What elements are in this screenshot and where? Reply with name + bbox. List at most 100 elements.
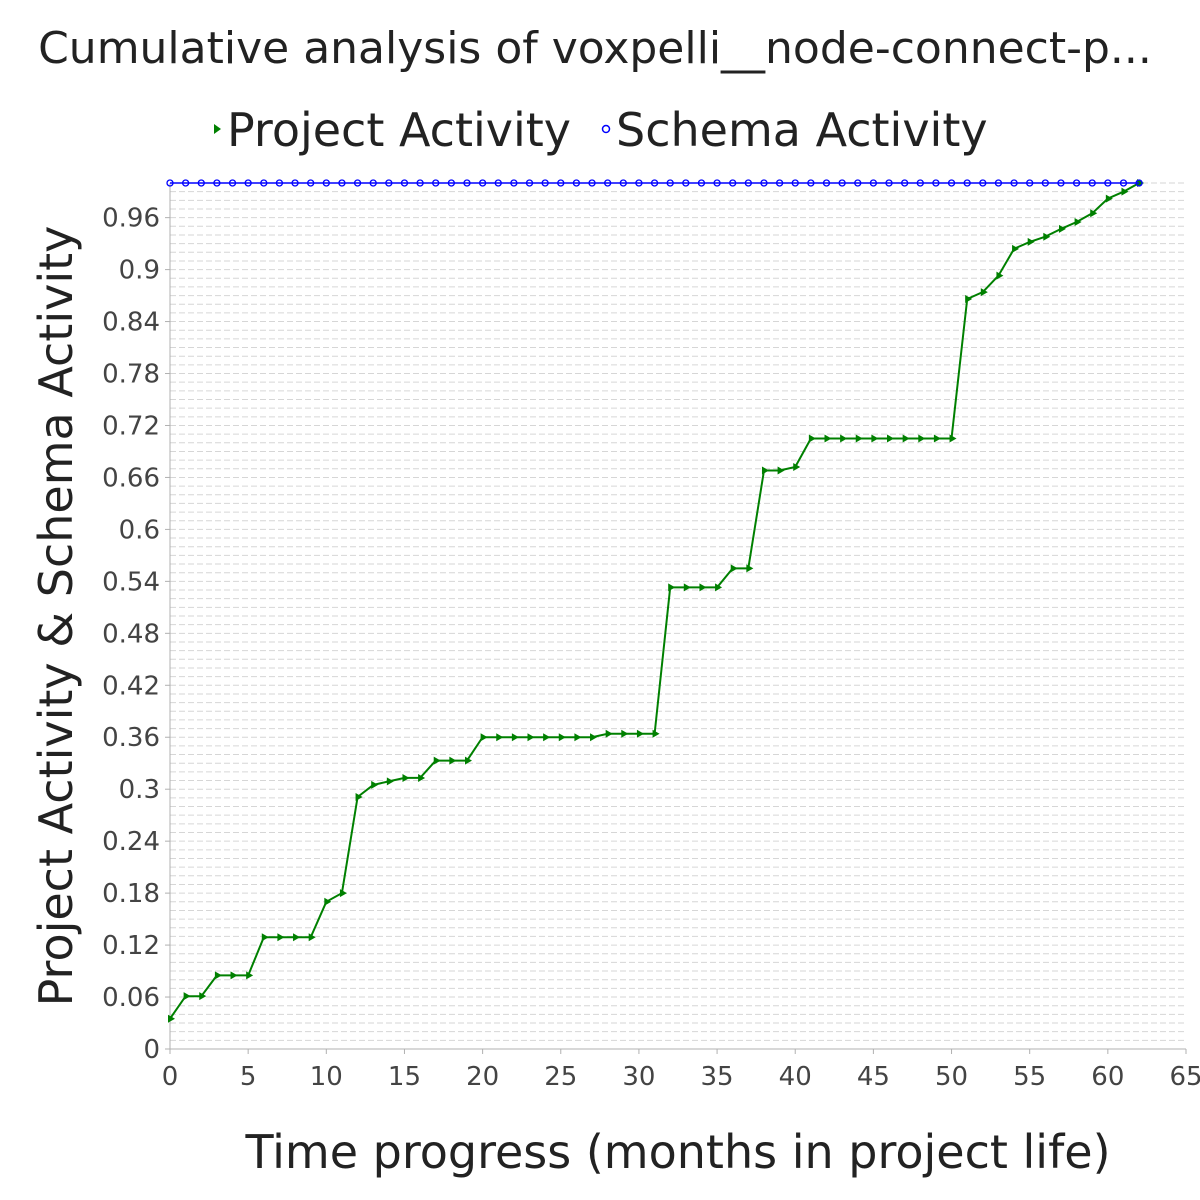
y-tick-labels: 0 0.06 0.12 0.18 0.24 0.3 0.36 0.42 0.48 0.54 0.6 0… (102, 204, 170, 1065)
data-point (213, 179, 221, 187)
y-tick-label: 0.9 (119, 256, 160, 286)
data-point (636, 729, 644, 738)
data-point (322, 179, 330, 187)
y-tick-label: 0.54 (102, 567, 160, 597)
data-point (166, 179, 174, 187)
data-point (543, 733, 551, 742)
data-point (807, 179, 815, 187)
data-point (793, 463, 801, 472)
x-tick-label: 15 (388, 1062, 421, 1092)
data-point (822, 179, 831, 187)
data-point (791, 179, 799, 187)
x-tick-label: 10 (310, 1062, 343, 1092)
data-point (525, 179, 534, 187)
y-tick-label: 0.84 (102, 308, 160, 338)
data-point (1057, 179, 1065, 187)
data-point (900, 179, 909, 187)
data-point (869, 179, 878, 187)
data-point (1090, 209, 1098, 218)
y-tick-label: 0.96 (102, 204, 160, 234)
data-point (760, 179, 768, 187)
data-point (730, 564, 738, 573)
data-point (510, 179, 518, 187)
data-point (996, 271, 1004, 280)
data-point (650, 179, 659, 187)
data-point (932, 179, 940, 187)
data-point (416, 179, 424, 187)
data-point (1043, 232, 1051, 241)
data-point (682, 179, 690, 187)
data-point (1105, 194, 1113, 203)
y-tick-label: 0.24 (102, 827, 160, 857)
data-point (1041, 179, 1049, 187)
y-tick-label: 0.72 (102, 411, 160, 441)
y-tick-label: 0.12 (102, 931, 160, 961)
y-tick-label: 0.78 (102, 360, 160, 390)
data-point (291, 179, 299, 187)
data-point (1026, 179, 1034, 187)
data-point (949, 434, 957, 443)
data-point (697, 179, 706, 187)
data-point (1012, 244, 1020, 253)
data-point (980, 288, 988, 297)
data-point (744, 179, 752, 187)
y-tick-label: 0.6 (119, 515, 160, 545)
x-tick-label: 50 (935, 1062, 968, 1092)
data-point (293, 933, 301, 942)
series-schema-activity (166, 179, 1143, 187)
y-tick-label: 0.66 (102, 463, 160, 493)
data-point (369, 179, 377, 187)
data-point (246, 971, 254, 980)
legend-schema-label: Schema Activity (616, 103, 988, 157)
data-point (1137, 179, 1145, 187)
data-point (324, 897, 332, 906)
data-point (168, 1014, 175, 1023)
data-point (1121, 187, 1129, 196)
data-point (181, 179, 190, 187)
data-point (261, 933, 269, 942)
data-point (371, 780, 379, 789)
data-point (400, 179, 409, 187)
data-point (385, 179, 393, 187)
y-tick-label: 0.06 (102, 983, 160, 1013)
data-point (307, 179, 315, 187)
legend-project-label: Project Activity (227, 103, 571, 157)
data-point (574, 733, 582, 742)
data-point (1088, 179, 1096, 187)
x-tick-label: 35 (701, 1062, 734, 1092)
grid (170, 182, 1186, 1050)
data-point (463, 179, 471, 187)
data-point (199, 992, 207, 1001)
data-point (838, 179, 846, 187)
data-point (558, 733, 566, 742)
data-point (652, 729, 660, 738)
data-point (775, 179, 784, 187)
x-tick-label: 40 (779, 1062, 812, 1092)
data-point (777, 466, 785, 475)
data-point (496, 733, 504, 742)
data-point (478, 179, 487, 187)
data-point (447, 179, 456, 187)
data-point (1058, 224, 1066, 233)
data-point (449, 756, 457, 765)
y-tick-label: 0.48 (102, 619, 160, 649)
x-tick-label: 0 (162, 1062, 179, 1092)
data-point (527, 733, 535, 742)
data-point (355, 792, 363, 801)
data-point (729, 179, 737, 187)
data-point (308, 933, 316, 942)
data-point (338, 179, 346, 187)
data-point (635, 179, 643, 187)
data-point (214, 971, 222, 980)
data-point (464, 756, 472, 765)
x-tick-label: 65 (1169, 1062, 1200, 1092)
legend-project-marker (214, 124, 221, 134)
data-point (979, 179, 987, 187)
data-point (197, 179, 205, 187)
data-point (885, 179, 893, 187)
data-point (887, 434, 895, 443)
x-tick-label: 25 (544, 1062, 577, 1092)
data-point (824, 434, 832, 443)
data-point (183, 992, 191, 1001)
